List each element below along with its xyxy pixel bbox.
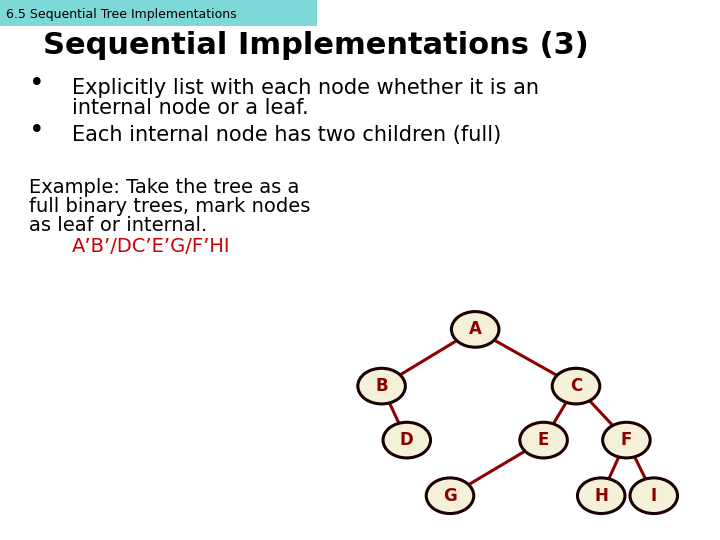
Circle shape [520, 422, 567, 458]
Circle shape [577, 478, 625, 514]
Circle shape [383, 422, 431, 458]
Text: E: E [538, 431, 549, 449]
Text: Explicitly list with each node whether it is an: Explicitly list with each node whether i… [72, 78, 539, 98]
Circle shape [552, 368, 600, 404]
Text: D: D [400, 431, 414, 449]
Text: I: I [651, 487, 657, 505]
Text: F: F [621, 431, 632, 449]
Circle shape [426, 478, 474, 514]
Text: A: A [469, 320, 482, 339]
Text: A’B’/DC’E’G/F’HI: A’B’/DC’E’G/F’HI [72, 237, 230, 255]
Text: •: • [29, 71, 45, 97]
Text: Each internal node has two children (full): Each internal node has two children (ful… [72, 125, 501, 145]
Text: •: • [29, 118, 45, 144]
Text: full binary trees, mark nodes: full binary trees, mark nodes [29, 197, 310, 216]
Text: Example: Take the tree as a: Example: Take the tree as a [29, 178, 300, 197]
Text: as leaf or internal.: as leaf or internal. [29, 216, 207, 235]
Circle shape [603, 422, 650, 458]
Text: G: G [443, 487, 457, 505]
Text: C: C [570, 377, 582, 395]
Text: 6.5 Sequential Tree Implementations: 6.5 Sequential Tree Implementations [6, 8, 236, 21]
Text: internal node or a leaf.: internal node or a leaf. [72, 98, 309, 118]
Text: B: B [375, 377, 388, 395]
FancyBboxPatch shape [0, 0, 317, 26]
Circle shape [451, 312, 499, 347]
Text: H: H [594, 487, 608, 505]
Circle shape [358, 368, 405, 404]
Circle shape [630, 478, 678, 514]
Text: Sequential Implementations (3): Sequential Implementations (3) [43, 31, 589, 60]
